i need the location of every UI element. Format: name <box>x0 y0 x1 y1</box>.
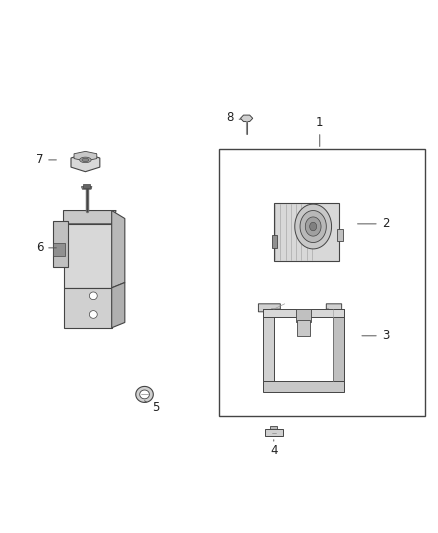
Polygon shape <box>53 221 68 266</box>
Polygon shape <box>265 429 283 436</box>
Polygon shape <box>112 282 125 328</box>
Polygon shape <box>272 235 277 248</box>
Polygon shape <box>297 320 310 336</box>
Polygon shape <box>112 211 125 288</box>
Text: 2: 2 <box>357 217 389 230</box>
Polygon shape <box>333 309 344 381</box>
Polygon shape <box>305 217 321 236</box>
Text: 8: 8 <box>226 111 240 124</box>
Polygon shape <box>136 386 153 402</box>
Text: 6: 6 <box>35 241 57 254</box>
Text: 3: 3 <box>362 329 389 342</box>
Polygon shape <box>140 390 149 399</box>
Polygon shape <box>64 224 112 288</box>
Polygon shape <box>74 151 97 161</box>
Polygon shape <box>263 309 274 381</box>
Polygon shape <box>258 304 280 312</box>
Text: 1: 1 <box>316 116 324 147</box>
Polygon shape <box>64 288 112 328</box>
Bar <box>219 149 425 416</box>
Polygon shape <box>89 311 97 318</box>
Polygon shape <box>270 426 277 429</box>
Polygon shape <box>240 115 253 122</box>
Polygon shape <box>274 203 339 261</box>
Polygon shape <box>295 204 332 249</box>
Polygon shape <box>300 211 326 243</box>
Polygon shape <box>337 229 343 241</box>
Polygon shape <box>89 292 97 300</box>
Polygon shape <box>64 211 116 224</box>
Polygon shape <box>81 187 92 189</box>
Text: 5: 5 <box>145 401 159 414</box>
Text: 7: 7 <box>35 154 57 166</box>
Polygon shape <box>296 309 311 322</box>
Polygon shape <box>310 222 317 231</box>
Polygon shape <box>80 157 91 163</box>
Polygon shape <box>263 309 344 317</box>
Polygon shape <box>263 381 344 392</box>
Polygon shape <box>71 154 100 172</box>
Polygon shape <box>326 304 342 312</box>
Polygon shape <box>83 184 90 188</box>
Polygon shape <box>53 243 65 256</box>
Polygon shape <box>82 158 89 161</box>
Text: 4: 4 <box>270 440 278 457</box>
